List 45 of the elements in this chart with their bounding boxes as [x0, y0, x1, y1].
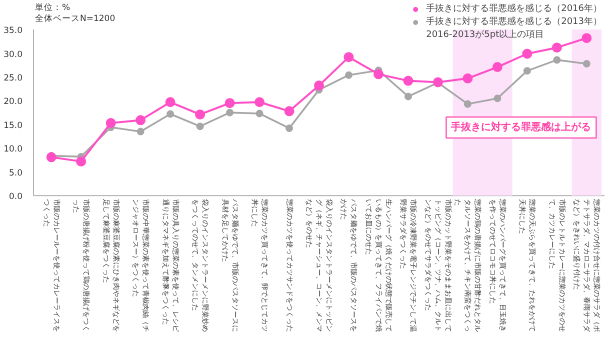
y-tick-label: 15.0 [4, 120, 23, 131]
y-tick-label: 25.0 [4, 74, 23, 84]
point [286, 124, 294, 132]
text: 単位：% [34, 2, 70, 13]
y-tick-label: 30.0 [4, 50, 23, 60]
point [256, 110, 264, 118]
y-tick-label: 10.0 [4, 144, 23, 155]
y-tick-label: 0.0 [8, 192, 23, 202]
point [344, 52, 354, 62]
point [226, 108, 234, 116]
point [76, 156, 86, 166]
point [166, 110, 174, 118]
point [494, 94, 502, 102]
point [165, 97, 176, 108]
legend-label: 手抜きに対する罪悪感を感じる（2016年） [426, 2, 602, 15]
point [552, 42, 562, 53]
y-tick-label: 20.0 [4, 97, 23, 108]
point [373, 69, 384, 80]
point [523, 67, 531, 75]
point [136, 128, 144, 136]
text: 全体ベースN=1200 [34, 12, 116, 24]
point [403, 76, 414, 86]
band-label: 2016-2013が5pt以上の項目 [426, 28, 544, 41]
point [196, 122, 204, 130]
point [582, 33, 592, 44]
point [464, 100, 472, 108]
point [462, 73, 473, 84]
point [492, 62, 502, 72]
point [254, 97, 265, 108]
point [522, 48, 532, 59]
point [46, 152, 56, 162]
point [106, 118, 116, 128]
point [195, 109, 206, 120]
point [224, 98, 235, 108]
point [284, 106, 294, 116]
point [553, 56, 561, 64]
point [136, 115, 146, 126]
y-tick-label: 5.0 [8, 168, 23, 178]
annotation: 手抜きに対する罪悪感は上がる [450, 121, 592, 134]
point [404, 92, 412, 100]
point [582, 60, 590, 68]
point [314, 80, 324, 91]
legend-label: 手抜きに対する罪悪感を感じる（2013年） [426, 16, 602, 28]
y-tick-label: 35.0 [4, 26, 23, 36]
point [344, 71, 352, 79]
